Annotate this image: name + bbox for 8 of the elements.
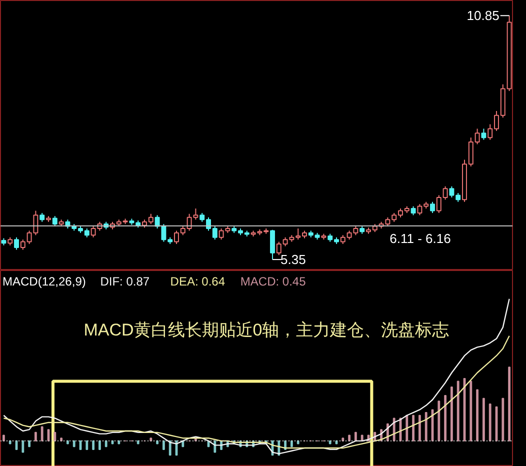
text: MACD: 0.45 bbox=[240, 274, 306, 288]
text: DEA: 0.64 bbox=[170, 274, 226, 288]
annotation: MACD黄白线长期贴近0轴，主力建仓、洗盘标志 bbox=[84, 320, 450, 340]
legend-title: MACD(12,26,9) bbox=[2, 274, 86, 288]
ref-line-label: 6.11 - 6.16 bbox=[390, 230, 451, 246]
annotation: 5.35 bbox=[280, 252, 306, 268]
annotation: 10.85 bbox=[466, 8, 500, 24]
text: DIF: 0.87 bbox=[100, 274, 150, 288]
